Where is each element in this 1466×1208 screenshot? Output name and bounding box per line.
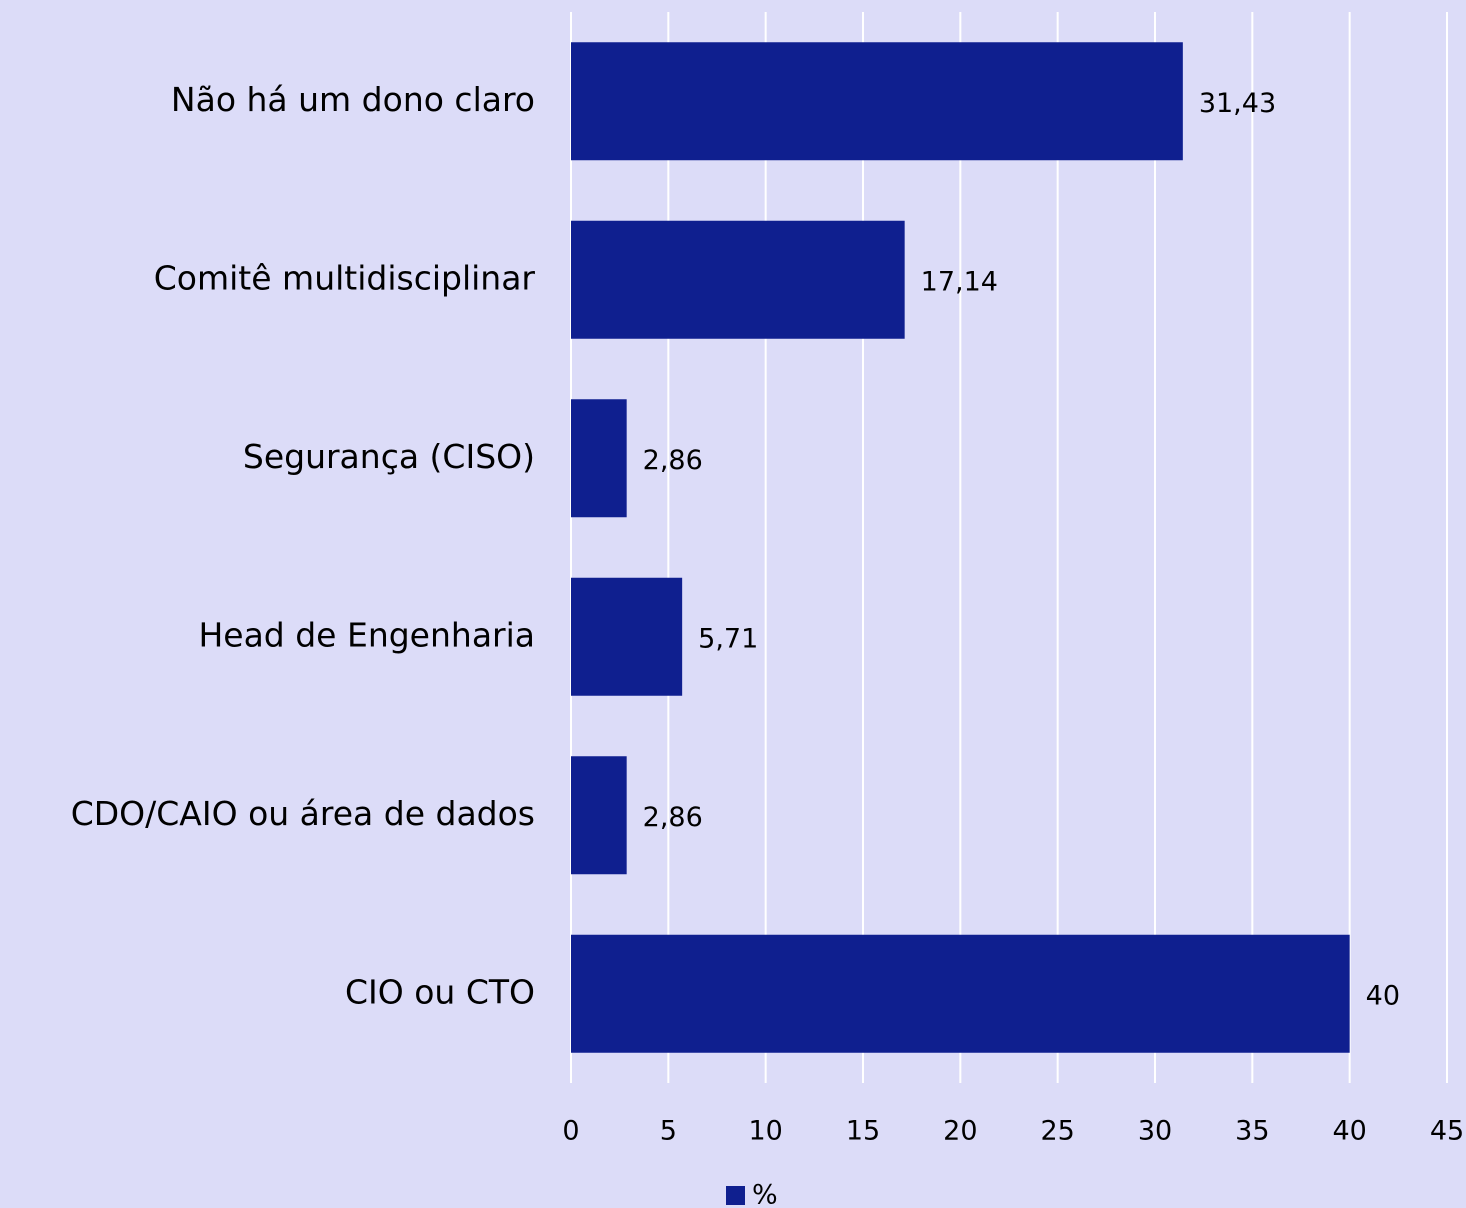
- data-label: 2,86: [643, 445, 703, 476]
- data-label: 5,71: [698, 623, 758, 654]
- x-tick-label: 40: [1332, 1116, 1366, 1147]
- x-tick-label: 15: [846, 1116, 880, 1147]
- bar: [571, 220, 905, 339]
- bar: [571, 756, 627, 875]
- data-label: 40: [1366, 980, 1400, 1011]
- y-tick-label: Head de Engenharia: [198, 615, 535, 654]
- y-tick-label: CIO ou CTO: [345, 972, 535, 1011]
- x-tick-label: 45: [1430, 1116, 1464, 1147]
- data-label: 31,43: [1199, 88, 1276, 119]
- legend-swatch: [726, 1186, 745, 1205]
- y-tick-label: Não há um dono claro: [171, 80, 535, 119]
- x-tick-label: 5: [660, 1116, 677, 1147]
- y-tick-label: Segurança (CISO): [243, 437, 535, 476]
- y-tick-label: CDO/CAIO ou área de dados: [71, 794, 535, 833]
- x-tick-label: 10: [748, 1116, 782, 1147]
- x-tick-label: 30: [1138, 1116, 1172, 1147]
- data-label: 2,86: [643, 802, 703, 833]
- x-tick-label: 20: [943, 1116, 977, 1147]
- bar: [571, 399, 627, 518]
- x-tick-label: 25: [1040, 1116, 1074, 1147]
- legend-label: %: [752, 1180, 778, 1208]
- x-tick-label: 0: [562, 1116, 579, 1147]
- bar: [571, 577, 683, 696]
- y-tick-label: Comitê multidisciplinar: [154, 258, 536, 297]
- bar: [571, 934, 1350, 1053]
- data-label: 17,14: [921, 266, 998, 297]
- bar: [571, 42, 1183, 161]
- x-tick-label: 35: [1235, 1116, 1269, 1147]
